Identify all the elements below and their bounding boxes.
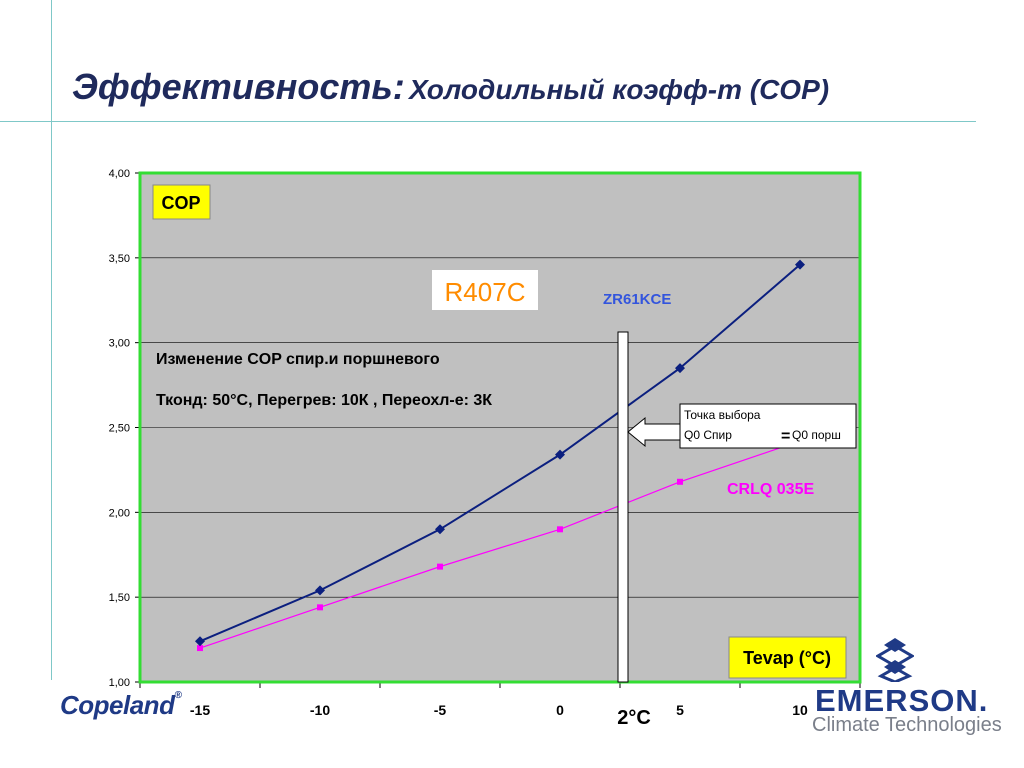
desc-line2: Тконд: 50°С, Перегрев: 10К , Переохл-е: … xyxy=(156,392,492,409)
series-label-crlq035e: CRLQ 035E xyxy=(727,481,814,498)
data-point xyxy=(195,636,205,647)
selection-box xyxy=(679,403,857,449)
selection-right: Q0 порш xyxy=(792,428,841,442)
y-tick-label: 2,00 xyxy=(109,507,130,519)
x-tick-label: -5 xyxy=(434,702,447,718)
y-axis: 1,00 1,50 2,00 2,50 3,00 3,50 4,00 xyxy=(109,168,140,689)
data-point xyxy=(437,563,443,570)
series-group xyxy=(195,259,805,652)
x-tick-label: 0 xyxy=(556,702,564,718)
selection-eq: = xyxy=(781,428,790,445)
series-line xyxy=(199,263,801,643)
selection-bar xyxy=(617,331,629,683)
data-point xyxy=(435,524,445,535)
page-title: Эффективность: Холодильный коэфф-т (COP) xyxy=(72,66,829,108)
refrigerant-box xyxy=(432,270,538,310)
series-line xyxy=(199,440,801,649)
selection-arrow-icon xyxy=(627,416,681,448)
data-point xyxy=(675,363,685,374)
decor-horizontal-line xyxy=(0,121,976,122)
y-tick-label: 4,00 xyxy=(109,168,130,180)
ylabel: COP xyxy=(161,193,200,213)
title-main: Эффективность: xyxy=(72,66,405,107)
ylabel-box xyxy=(152,184,211,220)
x-axis: -15 -10 -5 0 5 10 xyxy=(139,682,861,718)
desc-line1: Изменение COP спир.и поршневого xyxy=(156,351,440,368)
title-sub: Холодильный коэфф-т (COP) xyxy=(409,74,830,105)
series-label-zr61kce: ZR61KCE xyxy=(603,291,671,308)
data-point xyxy=(317,604,323,611)
y-tick-label: 3,50 xyxy=(109,253,130,265)
marker-value: 2°C xyxy=(617,707,651,729)
data-point xyxy=(795,259,805,270)
copeland-registered-mark: ® xyxy=(174,690,182,701)
y-tick-label: 3,00 xyxy=(109,338,130,350)
decor-vertical-line xyxy=(51,0,52,680)
data-point xyxy=(197,645,203,652)
copeland-logo: Copeland® xyxy=(60,690,182,721)
data-point xyxy=(557,526,563,533)
refrigerant-label: R407C xyxy=(445,277,526,307)
xlabel: Tevap (°C) xyxy=(743,648,831,668)
data-point xyxy=(677,478,683,485)
emerson-mark-icon xyxy=(876,638,914,682)
x-tick-label: -15 xyxy=(190,702,210,718)
selection-left: Q0 Спир xyxy=(684,428,732,442)
emerson-wordmark: EMERSON. xyxy=(815,683,989,718)
x-tick-label: -10 xyxy=(310,702,330,718)
y-tick-label: 1,00 xyxy=(109,677,130,689)
copeland-wordmark: Copeland xyxy=(60,690,175,720)
selection-line1: Точка выбора xyxy=(684,408,761,422)
plot-border xyxy=(138,171,862,684)
data-point xyxy=(555,449,565,460)
data-point xyxy=(315,585,325,596)
x-tick-label: 5 xyxy=(676,702,684,718)
y-tick-label: 2,50 xyxy=(109,423,130,435)
y-tick-label: 1,50 xyxy=(109,592,130,604)
xlabel-box xyxy=(728,636,847,679)
x-tick-label: 10 xyxy=(792,702,808,718)
emerson-tagline: Climate Technologies xyxy=(812,714,1002,736)
